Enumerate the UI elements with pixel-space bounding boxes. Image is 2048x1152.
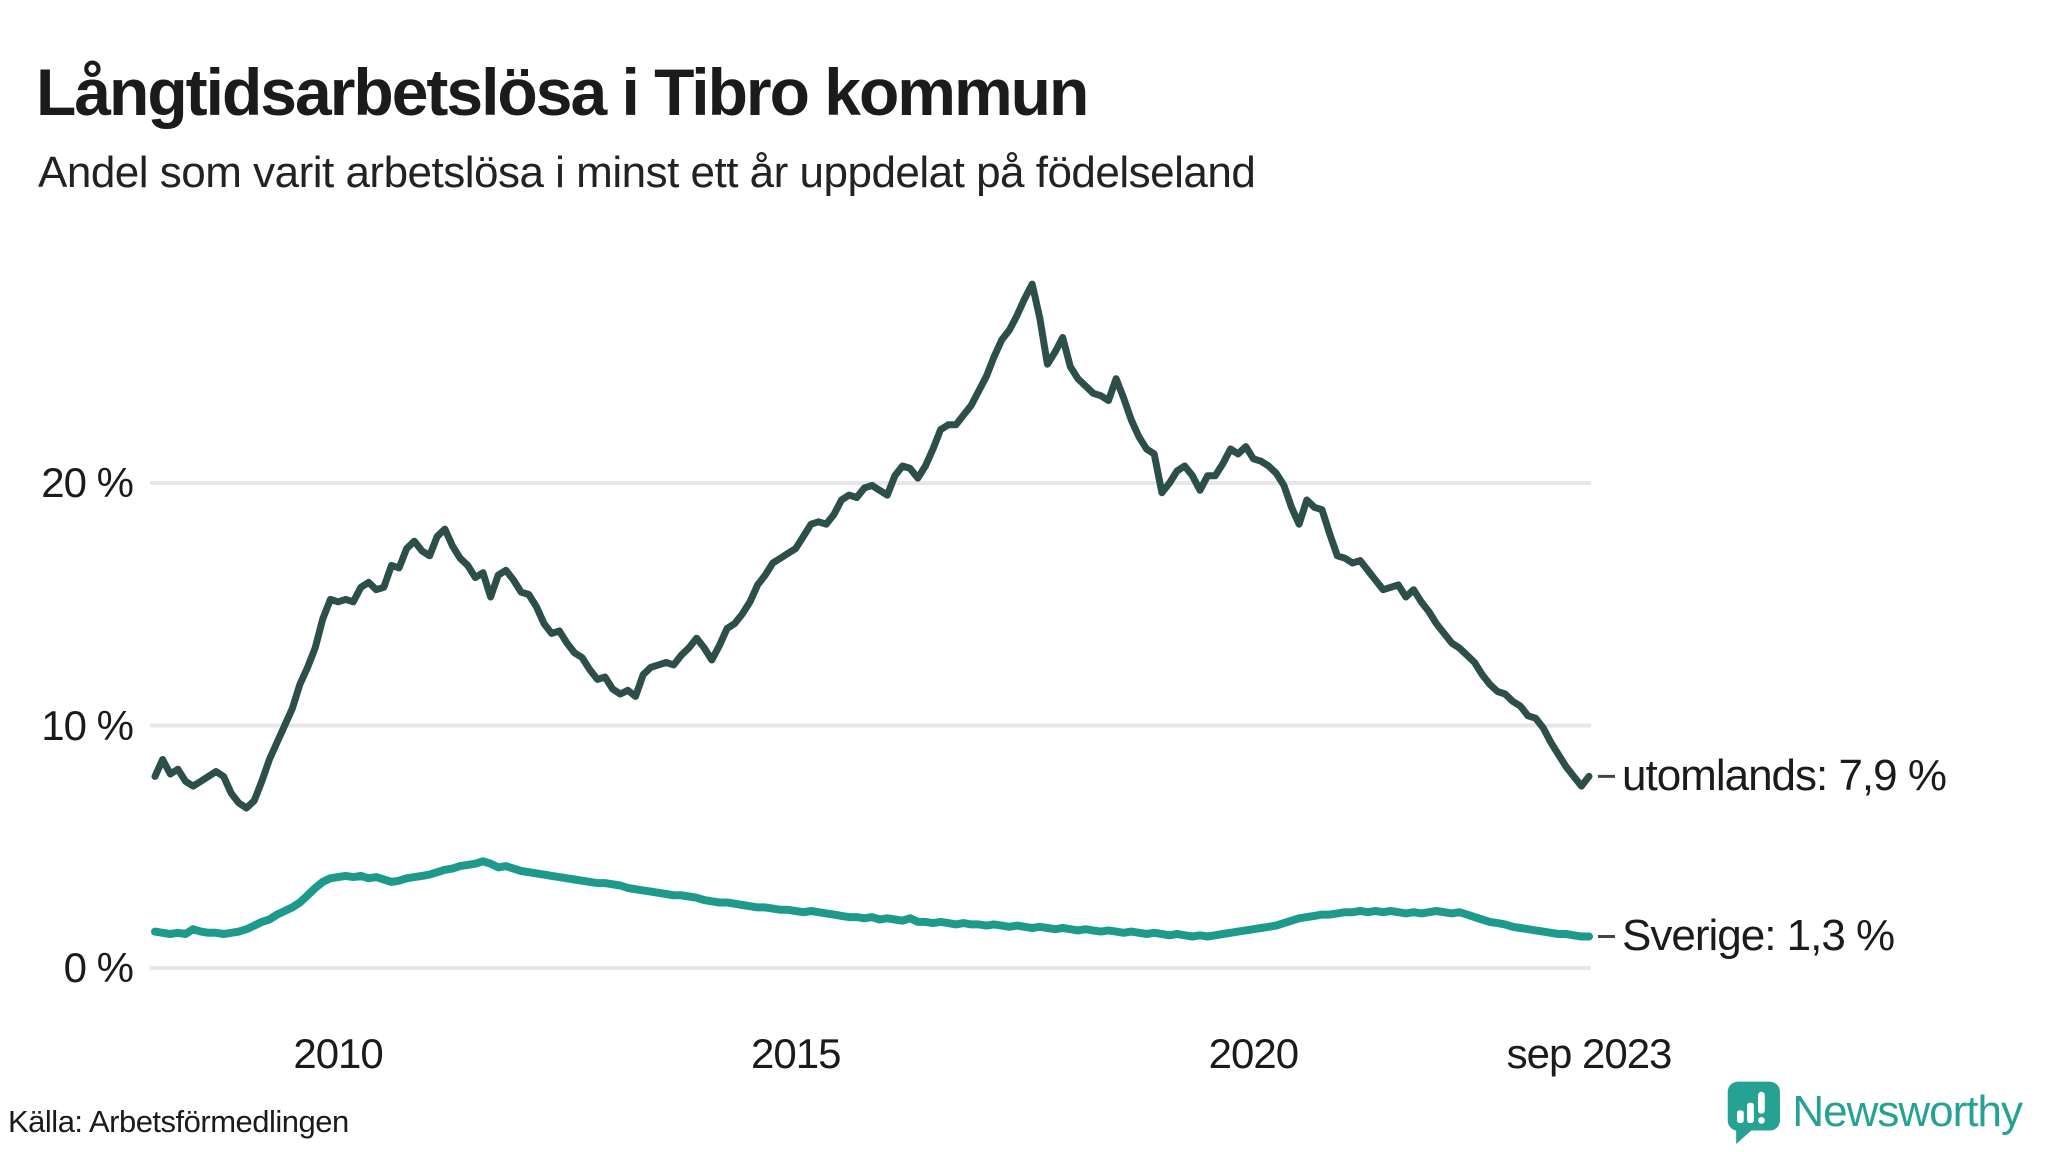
newsworthy-bubble-icon	[1728, 1081, 1781, 1144]
leader-ticks	[1598, 774, 1615, 938]
bar-tall-icon	[1747, 1102, 1755, 1123]
exclamation-bar-icon	[1758, 1091, 1766, 1114]
end-label-utomlands: utomlands: 7,9 %	[1622, 751, 1947, 801]
y-tick-label: 0 %	[63, 944, 134, 991]
chart-title: Långtidsarbetslösa i Tibro kommun	[36, 55, 1089, 130]
series-line-Sverige	[151, 857, 1593, 941]
y-tick-label: 20 %	[41, 459, 134, 506]
end-label-Sverige: Sverige: 1,3 %	[1622, 911, 1895, 961]
source-note: Källa: Arbetsförmedlingen	[8, 1104, 349, 1139]
bar-short-icon	[1737, 1110, 1745, 1123]
x-tick-label: 2020	[1208, 1030, 1299, 1077]
series-lines	[151, 280, 1593, 941]
chart-subtitle: Andel som varit arbetslösa i minst ett å…	[38, 148, 1256, 197]
x-tick-label: sep 2023	[1506, 1030, 1673, 1077]
x-tick-label: 2010	[293, 1030, 383, 1077]
exclamation-dot-icon	[1758, 1117, 1766, 1124]
series-line-utomlands	[151, 280, 1593, 812]
y-tick-label: 10 %	[41, 701, 134, 749]
x-tick-label: 2015	[751, 1030, 841, 1077]
gridlines	[150, 481, 1591, 970]
newsworthy-logo: Newsworthy	[1726, 1080, 2023, 1144]
newsworthy-wordmark: Newsworthy	[1792, 1087, 2023, 1136]
